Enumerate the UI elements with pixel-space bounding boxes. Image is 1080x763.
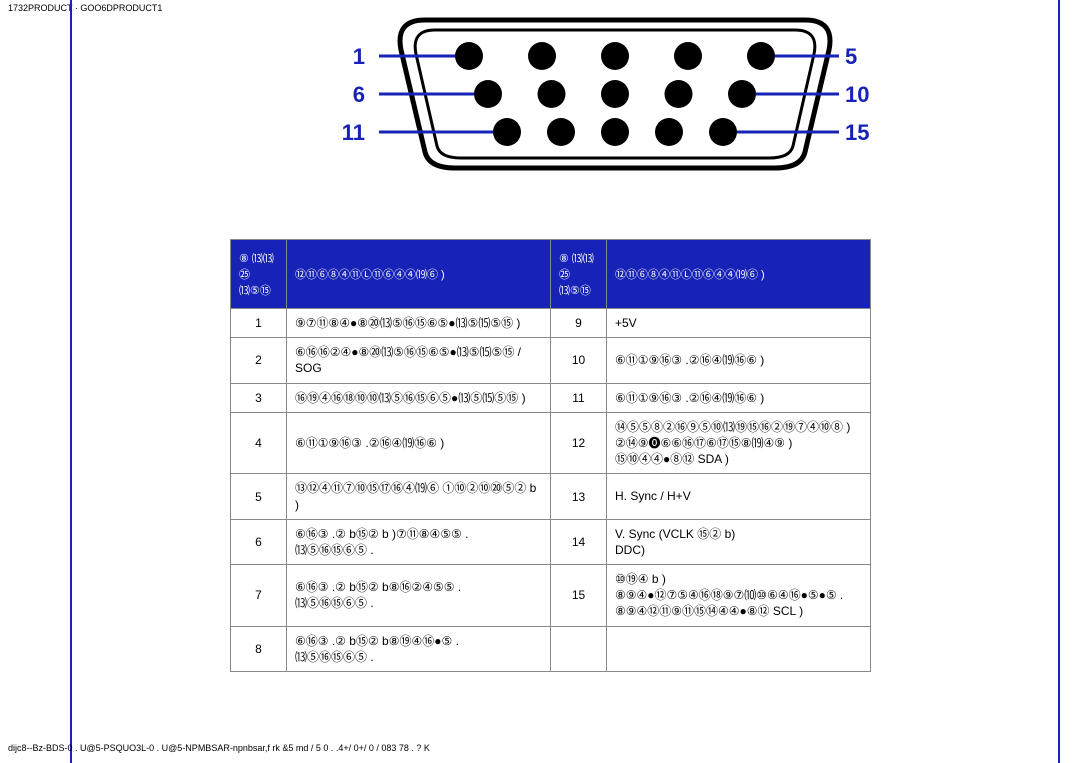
pin-table-wrap: ⑧ ⒀⒀㉕⒀⑤⑮ ⑫⑪⑥⑧④⑪Ⓛ⑪⑥④④⒆⑥ ) ⑧ ⒀⒀㉕⒀⑤⑮ ⑫⑪⑥⑧④⑪… xyxy=(230,239,870,672)
pin-number-left: 6 xyxy=(231,519,287,564)
pin-table: ⑧ ⒀⒀㉕⒀⑤⑮ ⑫⑪⑥⑧④⑪Ⓛ⑪⑥④④⒆⑥ ) ⑧ ⒀⒀㉕⒀⑤⑮ ⑫⑪⑥⑧④⑪… xyxy=(230,239,871,672)
pin-number-left: 2 xyxy=(231,338,287,383)
pin-number-left: 4 xyxy=(231,412,287,474)
pin-number-right xyxy=(551,626,607,671)
svg-text:11: 11 xyxy=(342,120,365,145)
page-content: 156101115 ⑧ ⒀⒀㉕⒀⑤⑮ ⑫⑪⑥⑧④⑪Ⓛ⑪⑥④④⒆⑥ ) ⑧ ⒀⒀㉕… xyxy=(70,0,1060,763)
signal-right: ⑩⑲④ b )⑧⑨④●⑫⑦⑤④⑯⑱⑨⑦⑽⑩⑥④⑯●⑤●⑤ .⑧⑨④⑫⑪⑨⑪⑮⑭④… xyxy=(607,565,871,627)
table-row: 1⑨⑦⑪⑧④●⑧⑳⒀⑤⑯⑮⑥⑤●⒀⑤⒂⑤⑮ )9+5V xyxy=(231,309,871,338)
pin-number-left: 3 xyxy=(231,383,287,412)
signal-left: ⑥⑪①⑨⑯③ .②⑯④⒆⑯⑥ ) xyxy=(287,412,551,474)
svg-text:5: 5 xyxy=(845,44,857,69)
table-row: 6⑥⑯③ .② b⑮② b )⑦⑪⑧④⑤⑤ .⒀⑤⑯⑮⑥⑤ .14V. Sync… xyxy=(231,519,871,564)
signal-right: +5V xyxy=(607,309,871,338)
table-row: 4⑥⑪①⑨⑯③ .②⑯④⒆⑯⑥ )12⑭⑤⑤⑧②⑯⑨⑤⑩⒀⑲⑮⑯②⑲⑦④⑩⑧ )… xyxy=(231,412,871,474)
th-sig-right: ⑫⑪⑥⑧④⑪Ⓛ⑪⑥④④⒆⑥ ) xyxy=(607,240,871,309)
table-row: 8⑥⑯③ .② b⑮② b⑧⑲④⑯●⑤ .⒀⑤⑯⑮⑥⑤ . xyxy=(231,626,871,671)
pin-number-left: 5 xyxy=(231,474,287,519)
signal-right: H. Sync / H+V xyxy=(607,474,871,519)
th-pin-right: ⑧ ⒀⒀㉕⒀⑤⑮ xyxy=(551,240,607,309)
pin-number-left: 8 xyxy=(231,626,287,671)
signal-left: ⑥⑯③ .② b⑮② b⑧⑲④⑯●⑤ .⒀⑤⑯⑮⑥⑤ . xyxy=(287,626,551,671)
connector-diagram: 156101115 xyxy=(245,6,885,179)
signal-right: ⑥⑪①⑨⑯③ .②⑯④⒆⑯⑥ ) xyxy=(607,383,871,412)
signal-right: V. Sync (VCLK ⑮② b)DDC) xyxy=(607,519,871,564)
svg-text:10: 10 xyxy=(845,82,869,107)
pin-number-right: 13 xyxy=(551,474,607,519)
pin-number-right: 9 xyxy=(551,309,607,338)
pin-number-right: 12 xyxy=(551,412,607,474)
signal-left: ⑯⑲④⑯⑱⑩⑩⒀⑤⑯⑮⑥⑤●⒀⑤⒂⑤⑮ ) xyxy=(287,383,551,412)
signal-left: ⑨⑦⑪⑧④●⑧⑳⒀⑤⑯⑮⑥⑤●⒀⑤⒂⑤⑮ ) xyxy=(287,309,551,338)
pin-number-right: 14 xyxy=(551,519,607,564)
th-pin-left: ⑧ ⒀⒀㉕⒀⑤⑮ xyxy=(231,240,287,309)
table-row: 5⑬⑫④⑪⑦⑩⑮⑰⑯④⒆⑥ ①⑩②⑩⑳⑤② b )13H. Sync / H+V xyxy=(231,474,871,519)
pin-number-left: 1 xyxy=(231,309,287,338)
svg-text:15: 15 xyxy=(845,120,869,145)
svg-text:6: 6 xyxy=(353,82,365,107)
signal-left: ⑥⑯③ .② b⑮② b⑧⑯②④⑤⑤ .⒀⑤⑯⑮⑥⑤ . xyxy=(287,565,551,627)
th-sig-left: ⑫⑪⑥⑧④⑪Ⓛ⑪⑥④④⒆⑥ ) xyxy=(287,240,551,309)
table-row: 2⑥⑯⑯②④●⑧⑳⒀⑤⑯⑮⑥⑤●⒀⑤⒂⑤⑮ /SOG10⑥⑪①⑨⑯③ .②⑯④⒆… xyxy=(231,338,871,383)
signal-left: ⑥⑯③ .② b⑮② b )⑦⑪⑧④⑤⑤ .⒀⑤⑯⑮⑥⑤ . xyxy=(287,519,551,564)
signal-left: ⑥⑯⑯②④●⑧⑳⒀⑤⑯⑮⑥⑤●⒀⑤⒂⑤⑮ /SOG xyxy=(287,338,551,383)
page-footer-text: dijc8--Bz-BDS-0 . U@5-PSQUO3L-0 . U@5-NP… xyxy=(8,743,430,753)
pin-number-left: 7 xyxy=(231,565,287,627)
pin-number-right: 10 xyxy=(551,338,607,383)
signal-right xyxy=(607,626,871,671)
svg-text:1: 1 xyxy=(353,44,365,69)
pin-number-right: 15 xyxy=(551,565,607,627)
pin-number-right: 11 xyxy=(551,383,607,412)
table-row: 7⑥⑯③ .② b⑮② b⑧⑯②④⑤⑤ .⒀⑤⑯⑮⑥⑤ .15⑩⑲④ b )⑧⑨… xyxy=(231,565,871,627)
table-row: 3⑯⑲④⑯⑱⑩⑩⒀⑤⑯⑮⑥⑤●⒀⑤⒂⑤⑮ )11⑥⑪①⑨⑯③ .②⑯④⒆⑯⑥ ) xyxy=(231,383,871,412)
signal-right: ⑭⑤⑤⑧②⑯⑨⑤⑩⒀⑲⑮⑯②⑲⑦④⑩⑧ )②⑭⑨⓿⑥⑥⑯⑰⑥⑰⑮⑧⒆④⑨ )⑮⑩… xyxy=(607,412,871,474)
signal-left: ⑬⑫④⑪⑦⑩⑮⑰⑯④⒆⑥ ①⑩②⑩⑳⑤② b ) xyxy=(287,474,551,519)
signal-right: ⑥⑪①⑨⑯③ .②⑯④⒆⑯⑥ ) xyxy=(607,338,871,383)
